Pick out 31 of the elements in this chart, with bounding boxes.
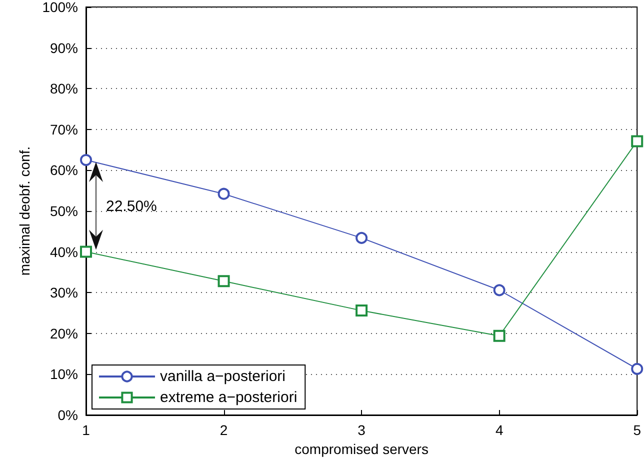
y-tick-label: 80%	[50, 80, 78, 97]
x-tick-label: 1	[82, 422, 90, 438]
legend-label: vanilla a−posteriori	[160, 368, 286, 385]
y-tick-label: 20%	[50, 325, 78, 342]
annotation: 22.50%	[106, 198, 157, 215]
y-tick-label: 50%	[50, 203, 78, 219]
x-tick-label: 4	[495, 422, 504, 438]
x-tick-label: 3	[358, 422, 366, 438]
x-axis-title: compromised servers	[294, 440, 428, 457]
point	[631, 362, 644, 375]
y-tick-label: 100%	[42, 0, 78, 15]
y-tick-label: 90%	[50, 40, 78, 56]
point	[631, 135, 644, 148]
y-tick-label: 0%	[58, 407, 78, 423]
point	[218, 275, 230, 288]
y-tick-label: 10%	[50, 366, 78, 382]
legend-label: extreme a−posteriori	[160, 389, 298, 406]
point	[493, 330, 506, 342]
y-tick-label: 40%	[50, 244, 78, 260]
x-tick-label: 5	[633, 422, 642, 438]
y-axis-title: maximal deobf. conf.	[16, 146, 32, 276]
point	[80, 154, 92, 166]
point	[80, 246, 92, 258]
point	[356, 304, 368, 317]
point	[218, 188, 230, 200]
point	[493, 284, 506, 296]
y-tick-label: 60%	[50, 162, 78, 178]
x-tick-label: 2	[220, 422, 228, 438]
point	[356, 232, 368, 244]
y-tick-label: 30%	[50, 284, 78, 301]
y-tick-label: 70%	[50, 121, 78, 138]
